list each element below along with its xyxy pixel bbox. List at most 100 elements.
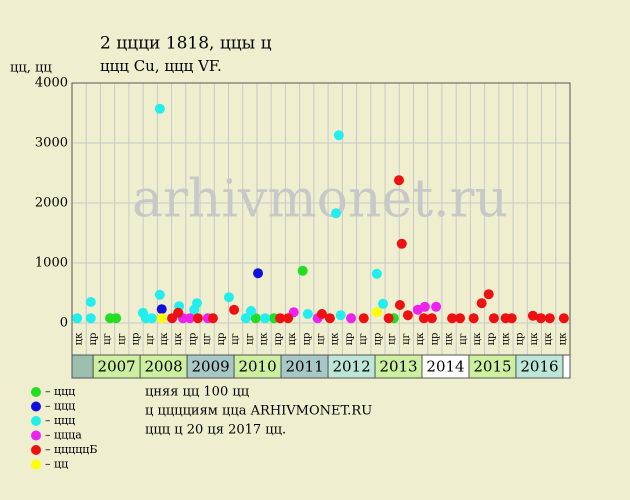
quarter-label: цг — [401, 333, 412, 345]
quarter-label: цк — [500, 332, 511, 345]
point — [426, 313, 437, 324]
point — [371, 268, 382, 279]
point — [207, 313, 218, 324]
quarter-label: цр — [372, 333, 383, 346]
point — [431, 301, 442, 312]
year-label: 2016 — [520, 358, 558, 376]
point — [393, 175, 404, 186]
point — [527, 310, 538, 321]
point — [111, 313, 122, 324]
quarter-label: цк — [415, 332, 426, 345]
quarter-label: цр — [187, 333, 198, 346]
y-tick-label: 0 — [60, 316, 68, 331]
quarter-label: цг — [316, 333, 327, 345]
legend-swatch — [31, 430, 41, 441]
point — [394, 300, 405, 310]
point — [85, 297, 96, 307]
point — [156, 304, 167, 315]
quarter-label: цк — [74, 332, 85, 345]
year-cell — [71, 354, 94, 379]
quarter-label: цг — [358, 333, 369, 345]
point — [468, 313, 479, 324]
point — [316, 309, 327, 319]
point — [154, 289, 165, 300]
point — [346, 313, 357, 324]
quarter-label: цк — [159, 332, 170, 345]
point — [72, 313, 83, 324]
quarter-label: цк — [529, 332, 540, 345]
point — [419, 301, 430, 312]
point — [302, 309, 313, 319]
y-tick-label: 3000 — [35, 136, 68, 151]
point — [335, 310, 346, 321]
point — [371, 307, 382, 318]
year-label: 2011 — [285, 358, 323, 376]
point — [488, 313, 499, 324]
legend-swatch — [31, 387, 41, 397]
point — [383, 313, 394, 324]
point — [333, 130, 344, 141]
legend-label: – цц — [45, 458, 68, 471]
legend-label: – ццц — [45, 385, 75, 398]
quarter-label: цг — [230, 333, 241, 345]
quarter-label: цг — [244, 333, 255, 345]
point — [396, 238, 407, 249]
point — [173, 307, 184, 318]
point — [476, 298, 487, 309]
quarter-label: цр — [486, 333, 497, 346]
note: цняя цц 100 цц — [145, 385, 249, 400]
point — [283, 313, 294, 324]
point — [184, 313, 195, 324]
point — [260, 313, 271, 324]
quarter-label: цк — [543, 332, 554, 345]
point — [229, 304, 240, 315]
point — [402, 310, 413, 321]
quarter-label: цг — [458, 333, 469, 345]
point — [223, 292, 234, 303]
point — [191, 298, 202, 309]
legend-swatch — [31, 445, 41, 455]
point — [418, 313, 429, 324]
point — [447, 313, 458, 324]
year-cell — [562, 354, 571, 379]
quarter-label: цр — [344, 333, 355, 346]
point — [240, 313, 251, 324]
quarter-label: цг — [116, 333, 127, 345]
point — [253, 268, 264, 279]
legend-label: – ццц — [45, 400, 75, 413]
quarter-label: цк — [173, 332, 184, 345]
point — [358, 313, 369, 324]
quarter-label: цр — [429, 333, 440, 346]
y-tick-label: 2000 — [35, 196, 68, 211]
year-label: 2010 — [238, 358, 276, 376]
chart-subtitle: ццц Cu, ццц VF. — [100, 57, 222, 75]
quarter-label: цк — [472, 332, 483, 345]
point — [483, 289, 494, 300]
quarter-label: цр — [131, 333, 142, 346]
point — [544, 313, 555, 324]
note: ццц ц 20 ця 2017 цц. — [145, 423, 286, 438]
point — [506, 313, 517, 324]
point — [192, 313, 203, 324]
point — [154, 103, 165, 114]
legend-swatch — [31, 416, 41, 426]
point — [558, 313, 569, 324]
point — [85, 313, 96, 324]
quarter-label: цр — [301, 333, 312, 346]
quarter-label: цк — [557, 332, 568, 345]
note: ц цццциям цца ARHIVMONET.RU — [145, 404, 372, 419]
point — [250, 313, 261, 324]
quarter-label: цр — [273, 333, 284, 346]
chart-title: 2 ццци 1818, ццы ц — [100, 34, 272, 54]
legend-label: – ццц — [45, 414, 75, 427]
legend-swatch — [31, 459, 41, 470]
legend-label: – цццццБ — [45, 443, 97, 456]
quarter-label: цк — [287, 332, 298, 345]
legend-swatch — [31, 401, 41, 412]
point — [324, 313, 335, 324]
quarter-label: цк — [330, 332, 341, 345]
point — [275, 313, 286, 324]
year-label: 2012 — [332, 358, 370, 376]
